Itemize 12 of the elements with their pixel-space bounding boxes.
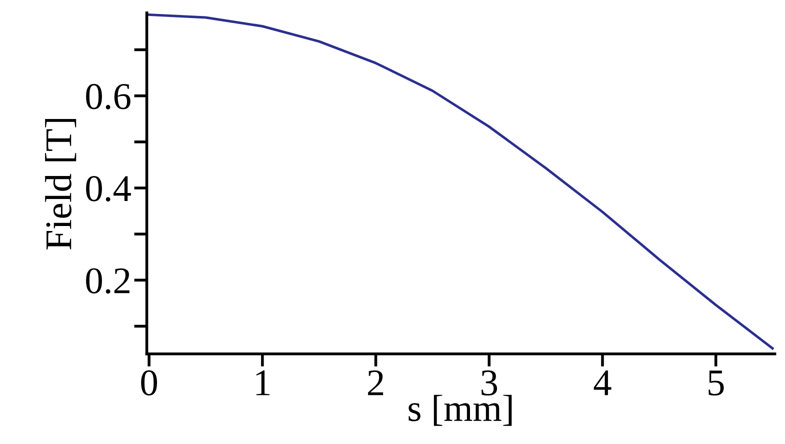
y-axis-title: Field [T]	[45, 118, 76, 250]
x-tick-label: 3	[482, 370, 498, 396]
x-axis-title: s [mm]	[408, 394, 512, 426]
x-tick-label: 0	[141, 370, 158, 396]
x-tick-label: 2	[368, 370, 384, 396]
line-series	[148, 13, 774, 350]
x-tick-label: 5	[708, 370, 724, 396]
x-tick-label: 1	[256, 370, 270, 396]
x-tick-label: 4	[594, 370, 612, 396]
y-tick-label: 0.4	[86, 176, 131, 202]
y-tick-label: 0.6	[86, 84, 130, 110]
y-tick-label: 0.2	[86, 268, 130, 294]
